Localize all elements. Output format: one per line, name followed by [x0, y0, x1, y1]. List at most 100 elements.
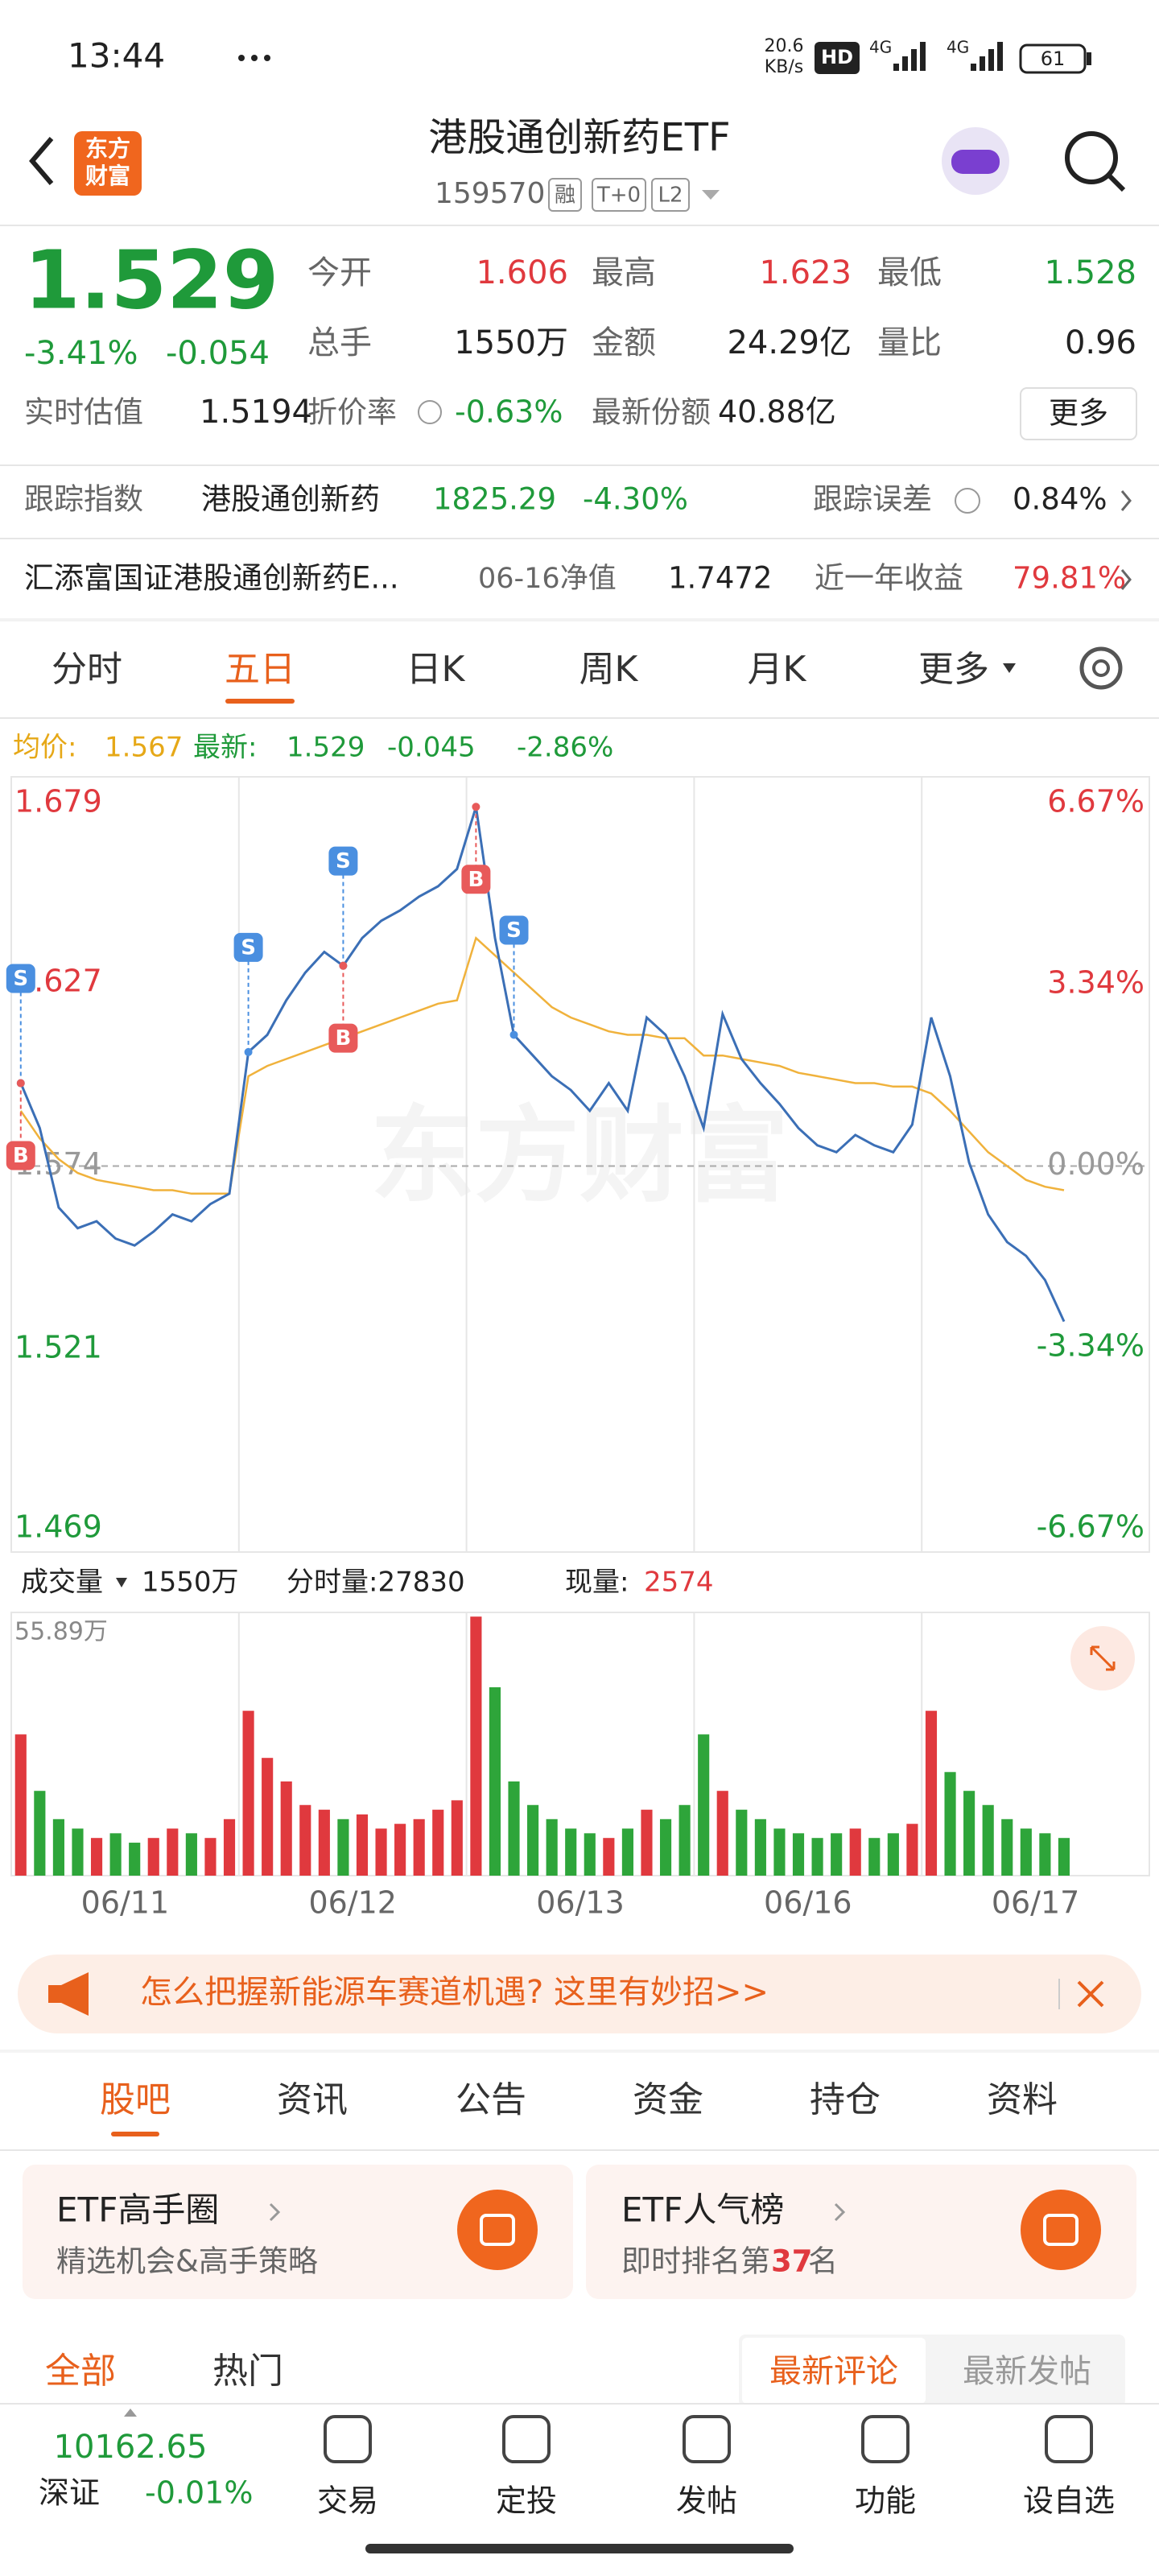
volume-bar — [356, 1814, 369, 1876]
volume-bar — [736, 1810, 748, 1876]
volume-bar — [167, 1828, 179, 1876]
y-tick-label: 1.521 — [14, 1329, 102, 1364]
section-tab[interactable]: 公告 — [456, 2079, 526, 2120]
volume-bar — [906, 1823, 918, 1876]
error-label: 跟踪误差 — [813, 482, 932, 517]
marker: B — [468, 868, 484, 892]
chart-tab[interactable]: 月K — [748, 649, 807, 690]
signal-bar — [988, 49, 994, 71]
volume-bar — [413, 1818, 425, 1876]
card[interactable] — [23, 2165, 573, 2299]
nav-item[interactable]: 交易 — [317, 2483, 378, 2519]
banner[interactable] — [18, 1955, 1141, 2033]
tag-box — [651, 178, 690, 212]
sub-tab[interactable]: 全部 — [45, 2351, 116, 2392]
volume-bar — [849, 1828, 861, 1876]
y-tick-label: 1.679 — [14, 784, 102, 819]
marker: B — [336, 1026, 352, 1051]
divider — [0, 2149, 1159, 2151]
volume-total: 1550万 — [142, 1567, 239, 1599]
card-icon — [1021, 2190, 1101, 2270]
x-tick-label: 06/17 — [992, 1885, 1080, 1921]
card[interactable] — [586, 2165, 1136, 2299]
sort-tab[interactable]: 最新评论 — [769, 2353, 898, 2390]
shares: 40.88亿 — [718, 394, 836, 430]
volume-bar — [204, 1838, 217, 1876]
chart-tab[interactable]: 周K — [580, 649, 639, 690]
nav-item[interactable]: 定投 — [496, 2483, 557, 2519]
nav-icon — [683, 2415, 731, 2463]
chart-tab[interactable]: 分时 — [52, 649, 122, 690]
index-name: 港股通创新药 — [201, 482, 380, 517]
section-tab[interactable]: 资料 — [987, 2079, 1058, 2120]
dropdown[interactable] — [702, 190, 720, 200]
y-tick-label: 1.469 — [14, 1509, 102, 1545]
section-tab[interactable]: 持仓 — [810, 2079, 881, 2120]
chart-tab[interactable]: 更多 — [918, 649, 989, 690]
banner-text: 怎么把握新能源车赛道机遇? 这里有妙招>> — [140, 1974, 769, 2011]
tag: T+0 — [596, 184, 641, 208]
back-button[interactable] — [29, 137, 54, 185]
x-tick-label: 06/13 — [536, 1885, 625, 1921]
sub-tab[interactable]: 热门 — [212, 2351, 283, 2392]
battery-tip — [1087, 52, 1091, 65]
estimate-label: 实时估值 — [24, 395, 143, 430]
sort-tab-active — [742, 2338, 926, 2404]
nav-item[interactable]: 设自选 — [1023, 2483, 1115, 2519]
marker-box — [328, 1023, 358, 1053]
x-tick-label: 06/12 — [308, 1885, 397, 1921]
megaphone — [48, 1972, 89, 2016]
volume-bar — [147, 1838, 159, 1876]
volume-bar — [1001, 1818, 1013, 1876]
settings[interactable] — [1079, 646, 1123, 690]
hd-box — [815, 42, 860, 74]
logo-text: 东方 — [85, 135, 130, 162]
search[interactable] — [1065, 131, 1118, 184]
sort-tab[interactable]: 最新发帖 — [963, 2353, 1091, 2390]
watermark: 东方财富 — [370, 1095, 789, 1217]
status-dot — [251, 55, 258, 61]
expand-icon — [1090, 1645, 1116, 1671]
volume-bar — [1020, 1828, 1032, 1876]
section-tab[interactable]: 股吧 — [100, 2079, 171, 2120]
close[interactable] — [1077, 1980, 1104, 2008]
marker-dot — [339, 961, 348, 970]
volume-bar — [1039, 1833, 1051, 1876]
tag-box — [592, 178, 646, 212]
more-button[interactable] — [1020, 387, 1137, 440]
divider — [0, 2050, 1159, 2053]
volume-label: 成交量 — [21, 1567, 103, 1599]
volume-bar — [659, 1818, 672, 1876]
volume-bar — [565, 1828, 577, 1876]
chart-info: 均价: — [13, 732, 76, 764]
index-arrow — [124, 2409, 137, 2417]
price-line — [19, 936, 1065, 1195]
volume-bar — [242, 1711, 254, 1876]
now-label: 现量: — [565, 1567, 629, 1599]
volume-bar — [109, 1833, 122, 1876]
tracking-label: 跟踪指数 — [24, 482, 143, 517]
signal-bar — [980, 56, 985, 71]
chart-tab[interactable]: 日K — [406, 649, 466, 690]
nav: 1.7472 — [668, 561, 772, 596]
section-tab[interactable]: 资金 — [633, 2079, 703, 2120]
nav-item[interactable]: 功能 — [855, 2483, 916, 2519]
price-line — [19, 806, 1066, 1323]
divider — [0, 717, 1159, 719]
status-dot — [238, 55, 245, 61]
index-value: 10162.65 — [54, 2429, 208, 2466]
stat-label: 今开 — [307, 254, 372, 291]
error: 0.84% — [1013, 482, 1107, 517]
volume-bar — [944, 1772, 956, 1876]
chart-tab[interactable]: 五日 — [225, 649, 295, 690]
section-tab[interactable]: 资讯 — [277, 2079, 348, 2120]
settings-core — [1092, 659, 1110, 677]
search-handle — [1107, 173, 1126, 192]
card-rank: 37 — [771, 2244, 813, 2279]
nav-item[interactable]: 发帖 — [676, 2483, 737, 2519]
y2-tick-label: -3.34% — [1037, 1328, 1145, 1364]
status-time: 13:44 — [68, 36, 165, 76]
volume-bar — [621, 1828, 633, 1876]
battery — [1019, 43, 1087, 74]
